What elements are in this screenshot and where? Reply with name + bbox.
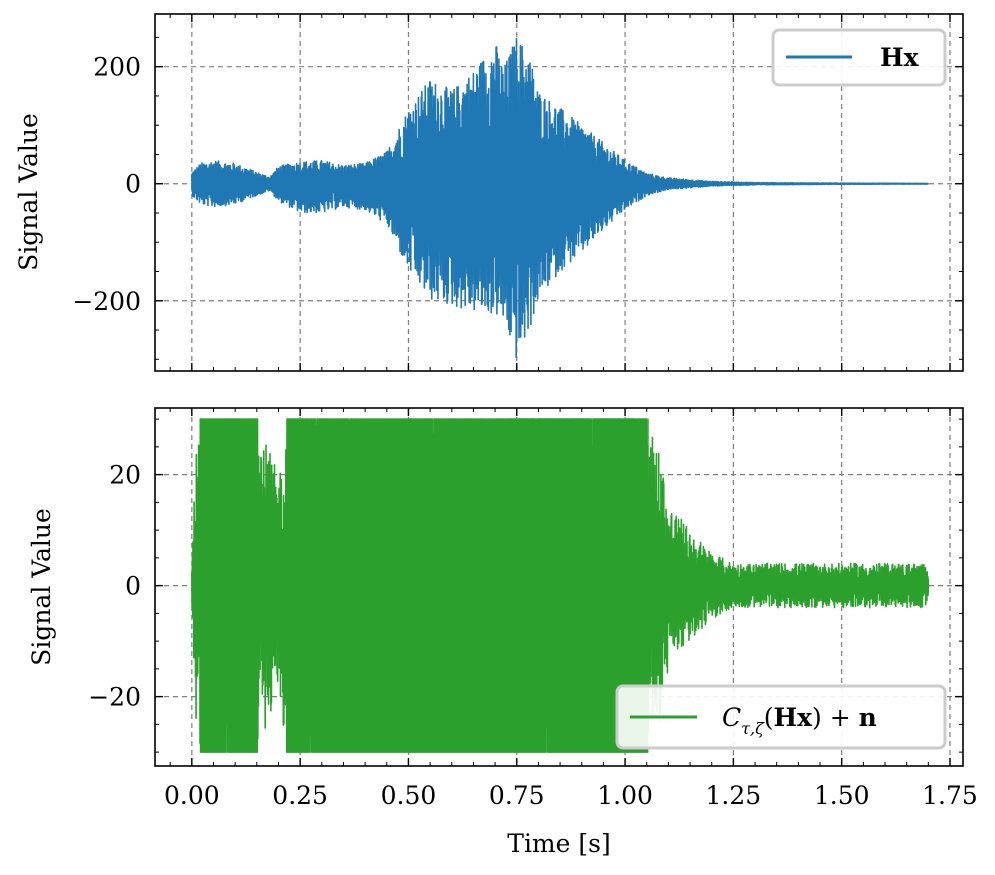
bottom-ytick-labels: −20 0 20: [88, 461, 141, 712]
bottom-legend-label: Cτ,ζ(Hx) + n: [722, 703, 877, 738]
top-axes-frame: [154, 13, 964, 372]
bottom-xtick-label-3: 0.75: [489, 781, 545, 810]
top-legend-label: Hx: [880, 43, 920, 72]
top-ytick-label-2: 200: [93, 53, 141, 82]
bottom-signal-line: [191, 418, 930, 753]
top-ytick-labels: −200 0 200: [72, 53, 141, 316]
top-ylabel: Signal Value: [14, 113, 43, 271]
bottom-xtick-label-2: 0.50: [381, 781, 437, 810]
legend-script-c: C: [722, 703, 741, 732]
top-ticks: [155, 14, 963, 371]
top-legend-box: [771, 28, 947, 87]
bottom-xlabel: Time [s]: [507, 829, 610, 858]
legend-n: n: [859, 703, 877, 732]
bottom-series-clipped: [191, 418, 930, 753]
bottom-ylabel: Signal Value: [27, 508, 56, 666]
top-ytick-label-0: −200: [72, 287, 141, 316]
legend-close-plus: ) +: [812, 703, 859, 732]
top-legend: Hx: [771, 28, 947, 87]
bottom-xtick-labels: 0.00 0.25 0.50 0.75 1.00 1.25 1.50 1.75: [164, 781, 978, 810]
bottom-legend-box: [615, 684, 947, 750]
bottom-ytick-label-0: −20: [88, 683, 141, 712]
bottom-ytick-label-1: 0: [125, 572, 141, 601]
bottom-xtick-label-6: 1.50: [814, 781, 870, 810]
bottom-xtick-label-7: 1.75: [922, 781, 978, 810]
bottom-xtick-label-1: 0.25: [272, 781, 328, 810]
top-panel: −200 0 200 Signal Value Hx: [14, 13, 964, 372]
bottom-xtick-label-0: 0.00: [164, 781, 220, 810]
top-series-hx: [191, 37, 930, 359]
bottom-xtick-label-4: 1.00: [597, 781, 653, 810]
top-signal-line: [191, 37, 930, 359]
legend-subscript: τ,ζ: [741, 719, 765, 738]
bottom-axes-frame: [154, 407, 964, 767]
bottom-legend: Cτ,ζ(Hx) + n: [615, 684, 947, 750]
bottom-xtick-label-5: 1.25: [706, 781, 762, 810]
bottom-ytick-label-2: 20: [109, 461, 141, 490]
legend-open-paren: (: [764, 703, 774, 732]
bottom-ticks: [155, 408, 963, 766]
top-ytick-label-1: 0: [125, 170, 141, 199]
legend-hx: Hx: [774, 703, 814, 732]
